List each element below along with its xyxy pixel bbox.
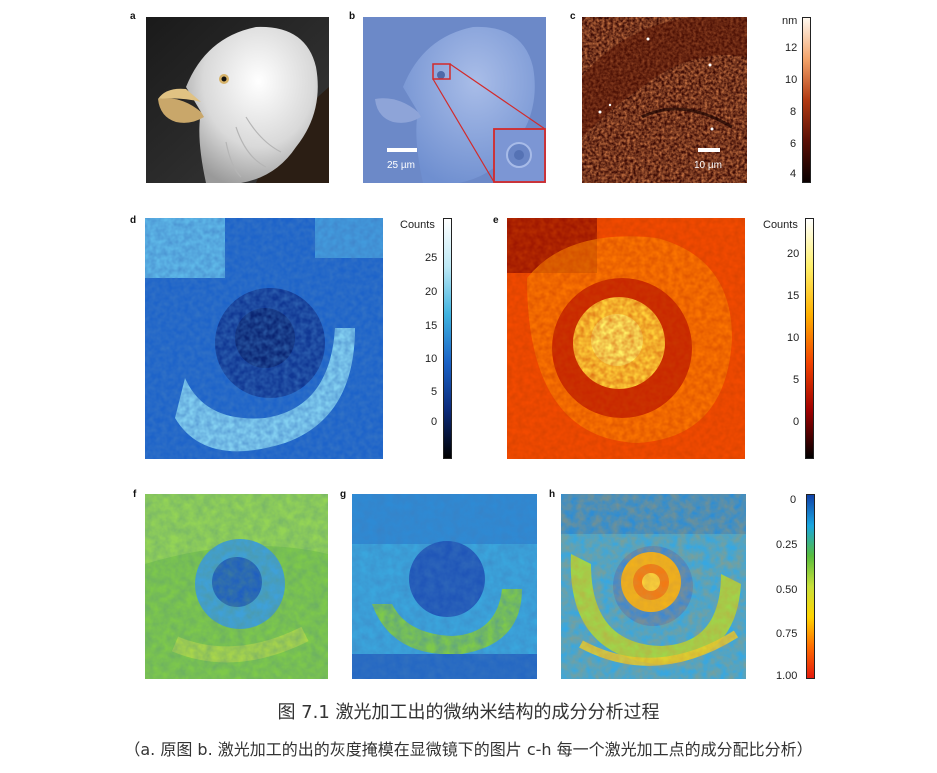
counts-map-blue-image — [145, 218, 383, 459]
panel-d-counts-map-blue — [145, 218, 383, 459]
colorbar-counts-blue-tick: 0 — [431, 416, 438, 428]
ratio-map-f-image — [145, 494, 328, 679]
scale-bar-c-label: 10 µm — [694, 160, 722, 171]
ratio-map-g-image — [352, 494, 537, 679]
panel-c-height-map: 10 µm — [582, 17, 747, 183]
colorbar-counts-hot-tick: 15 — [787, 290, 800, 302]
colorbar-counts-blue-title: Counts — [400, 219, 435, 231]
panel-label-d: d — [130, 215, 137, 226]
panel-a-eagle-photo — [146, 17, 329, 183]
colorbar-ratio-tick: 1.00 — [776, 670, 798, 682]
colorbar-ratio-tick: 0.50 — [776, 584, 798, 596]
colorbar-counts-blue — [443, 218, 452, 459]
colorbar-nm — [802, 17, 811, 183]
ratio-map-h-image — [561, 494, 746, 679]
colorbar-ratio — [806, 494, 815, 679]
panel-label-b: b — [349, 11, 356, 22]
colorbar-nm-tick: 12 — [785, 42, 798, 54]
colorbar-counts-hot — [805, 218, 814, 459]
panel-label-h: h — [549, 489, 556, 500]
panel-g-ratio-map — [352, 494, 537, 679]
figure-caption-title: 图 7.1 激光加工出的微纳米结构的成分分析过程 — [277, 702, 660, 723]
eagle-photo-image — [146, 17, 329, 183]
colorbar-counts-blue-tick: 20 — [425, 286, 438, 298]
panel-e-counts-map-hot — [507, 218, 745, 459]
panel-label-c: c — [570, 11, 576, 22]
colorbar-counts-hot-tick: 10 — [787, 332, 800, 344]
colorbar-nm-tick: 10 — [785, 74, 798, 86]
scale-bar-b-label: 25 µm — [387, 160, 415, 171]
height-map-image — [582, 17, 747, 183]
colorbar-counts-blue-tick: 15 — [425, 320, 438, 332]
figure-caption-subtitle: （a. 原图 b. 激光加工的出的灰度掩模在显微镜下的图片 c-h 每一个激光加… — [124, 740, 813, 759]
panel-label-e: e — [493, 215, 499, 226]
counts-map-hot-image — [507, 218, 745, 459]
colorbar-counts-hot-tick: 5 — [793, 374, 800, 386]
colorbar-ratio-tick: 0 — [790, 494, 797, 506]
panel-h-ratio-map — [561, 494, 746, 679]
colorbar-counts-blue-tick: 25 — [425, 252, 438, 264]
panel-f-ratio-map — [145, 494, 328, 679]
colorbar-nm-tick: 4 — [790, 168, 797, 180]
panel-b-microscope-mask: 25 µm — [363, 17, 546, 183]
colorbar-nm-tick: 6 — [790, 138, 797, 150]
colorbar-ratio-tick: 0.25 — [776, 539, 798, 551]
panel-label-a: a — [130, 11, 136, 22]
colorbar-counts-hot-tick: 20 — [787, 248, 800, 260]
microscope-mask-image — [363, 17, 546, 183]
colorbar-counts-blue-tick: 5 — [431, 386, 438, 398]
panel-label-f: f — [133, 489, 137, 500]
colorbar-nm-title: nm — [782, 15, 798, 27]
scale-bar-b — [387, 148, 417, 152]
scale-bar-c — [698, 148, 720, 152]
panel-label-g: g — [340, 489, 347, 500]
colorbar-nm-tick: 8 — [790, 106, 797, 118]
colorbar-counts-blue-tick: 10 — [425, 353, 438, 365]
colorbar-counts-hot-tick: 0 — [793, 416, 800, 428]
colorbar-counts-hot-title: Counts — [763, 219, 798, 231]
colorbar-ratio-tick: 0.75 — [776, 628, 798, 640]
